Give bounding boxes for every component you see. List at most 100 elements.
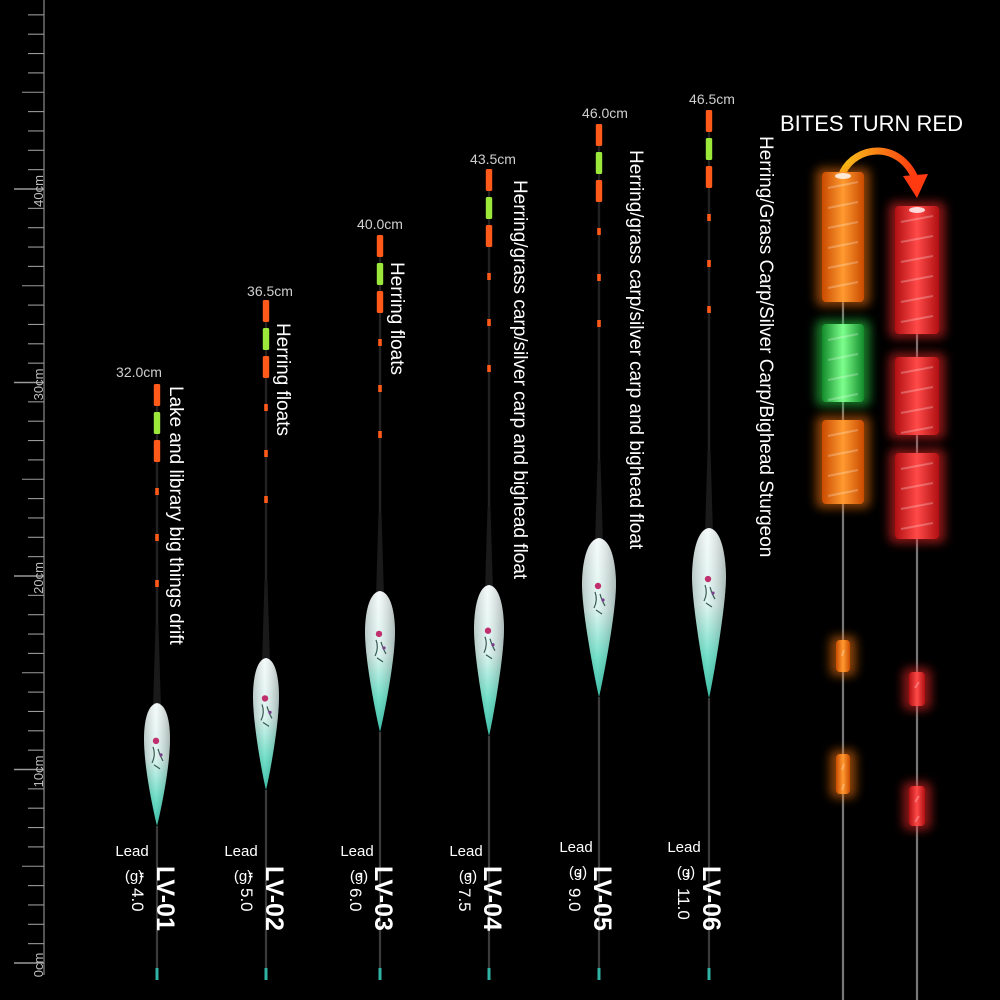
segment-stripe xyxy=(900,426,934,434)
float-lv-03: 40.0cm Herring floats Lead (g) 6.0 " LV-03 xyxy=(340,216,407,980)
float-body-shading xyxy=(692,528,726,698)
segment-stripe xyxy=(900,295,934,303)
tip-segment-orange xyxy=(485,169,493,191)
tip-marker xyxy=(155,488,159,495)
flower-decoration-icon xyxy=(261,695,269,702)
tip-marker xyxy=(487,273,491,280)
float-description: Lake and library big things drift xyxy=(165,386,186,645)
curved-arrow-icon xyxy=(839,147,919,182)
segment-stripe xyxy=(827,393,859,401)
glow-marker-red xyxy=(909,672,925,706)
segment-stripe xyxy=(900,522,934,530)
lead-label: Lead xyxy=(449,843,482,860)
ruler-label: 0cm xyxy=(31,953,46,978)
segment-stripe xyxy=(900,482,934,490)
float-stem-end xyxy=(155,968,159,980)
ruler-label: 20cm xyxy=(31,562,46,594)
lead-label: Lead xyxy=(667,839,700,856)
lead-separator: " xyxy=(237,872,256,878)
float-length-label: 32.0cm xyxy=(116,364,162,380)
float-neck xyxy=(262,580,270,664)
float-lv-05: 46.0cm Herring/grass carp/silver carp and… xyxy=(559,105,646,980)
tip-segment-green xyxy=(485,197,493,219)
float-neck xyxy=(595,460,603,544)
float-length-label: 36.5cm xyxy=(247,283,293,299)
lead-unit: (g) xyxy=(569,864,587,881)
lead-separator: " xyxy=(346,872,365,878)
model-number: LV-05 xyxy=(588,866,616,931)
flower-decoration-icon xyxy=(491,643,495,647)
model-number: LV-06 xyxy=(697,866,725,931)
float-stem-end xyxy=(264,968,268,980)
float-stem-end xyxy=(597,968,601,980)
float-lv-02: 36.5cm Herring floats Lead (g) 5.0 " LV-02 xyxy=(224,283,293,980)
float-length-label: 46.5cm xyxy=(689,91,735,107)
flower-decoration-icon xyxy=(484,627,492,634)
tip-segment-green xyxy=(705,138,713,160)
ruler-label: 30cm xyxy=(31,369,46,401)
segment-stripe xyxy=(827,201,859,209)
flower-decoration-icon xyxy=(159,753,163,757)
tip-segment-orange xyxy=(705,166,713,188)
bitten-tip-closeup xyxy=(889,202,945,1000)
lead-label: Lead xyxy=(559,839,592,856)
segment-stripe xyxy=(900,315,934,323)
bites-title: BITES TURN RED xyxy=(780,111,963,136)
float-body-shading xyxy=(582,538,616,697)
segment-stripe xyxy=(900,406,934,414)
float-description: Herring/grass carp/silver carp and bighe… xyxy=(509,180,530,580)
segment-stripe xyxy=(900,275,934,283)
lead-unit: (g) xyxy=(125,868,143,885)
lead-value: 5.0 xyxy=(237,888,256,912)
lead-label: Lead xyxy=(224,843,257,860)
tip-marker xyxy=(597,274,601,281)
tip-segment-green xyxy=(262,328,270,350)
lead-label: Lead xyxy=(340,843,373,860)
segment-cap xyxy=(835,173,851,179)
float-stem-end xyxy=(487,968,491,980)
tip-segment-orange xyxy=(262,300,270,322)
tip-segment-orange xyxy=(595,180,603,202)
lead-unit: (g) xyxy=(677,864,695,881)
model-number: LV-02 xyxy=(260,866,288,931)
float-neck xyxy=(705,450,713,534)
segment-stripe xyxy=(827,449,859,457)
tip-segment-orange xyxy=(595,124,603,146)
segment-stripe xyxy=(827,489,859,497)
tip-marker xyxy=(378,431,382,438)
flower-decoration-icon xyxy=(382,646,386,650)
lead-value: 11.0 xyxy=(674,888,693,920)
flower-decoration-icon xyxy=(711,591,715,595)
tip-marker xyxy=(378,385,382,392)
model-number: LV-03 xyxy=(369,866,397,931)
tip-marker xyxy=(707,306,711,313)
float-body-shading xyxy=(144,703,170,826)
float-body-shading xyxy=(365,591,395,732)
lead-value: 6.0 xyxy=(346,888,365,912)
glow-segment-red xyxy=(895,206,939,334)
segment-stripe xyxy=(900,366,934,374)
lead-value: 7.5 xyxy=(455,888,474,912)
glow-marker-orange xyxy=(836,754,850,794)
flower-decoration-icon xyxy=(152,737,160,745)
segment-stripe xyxy=(900,386,934,394)
float-stem-end xyxy=(707,968,711,980)
segment-stripe xyxy=(900,462,934,470)
tip-marker xyxy=(597,320,601,327)
lead-separator: " xyxy=(674,872,693,878)
tip-marker xyxy=(487,319,491,326)
float-neck xyxy=(153,625,161,709)
glow-segment-red xyxy=(895,453,939,539)
segment-stripe xyxy=(827,353,859,361)
segment-stripe xyxy=(841,763,845,771)
flower-decoration-icon xyxy=(594,582,602,590)
float-description: Herring floats xyxy=(386,262,407,375)
tip-segment-green xyxy=(376,263,384,285)
tip-segment-orange xyxy=(153,384,161,406)
measuring-ruler: 50cm40cm30cm20cm10cm0cm xyxy=(14,0,46,977)
segment-stripe xyxy=(900,255,934,263)
flower-decoration-icon xyxy=(268,710,272,715)
glow-marker-red xyxy=(909,786,925,826)
tip-marker xyxy=(597,228,601,235)
